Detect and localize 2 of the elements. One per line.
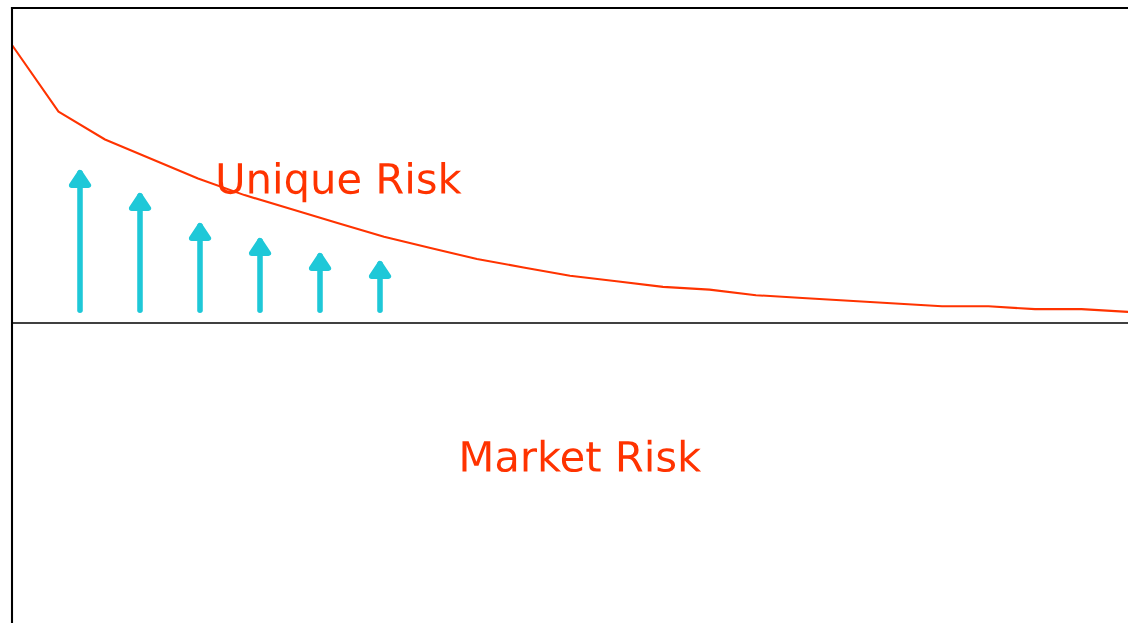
annotation: Unique Risk bbox=[218, 161, 462, 203]
text: Market Risk bbox=[462, 439, 702, 473]
